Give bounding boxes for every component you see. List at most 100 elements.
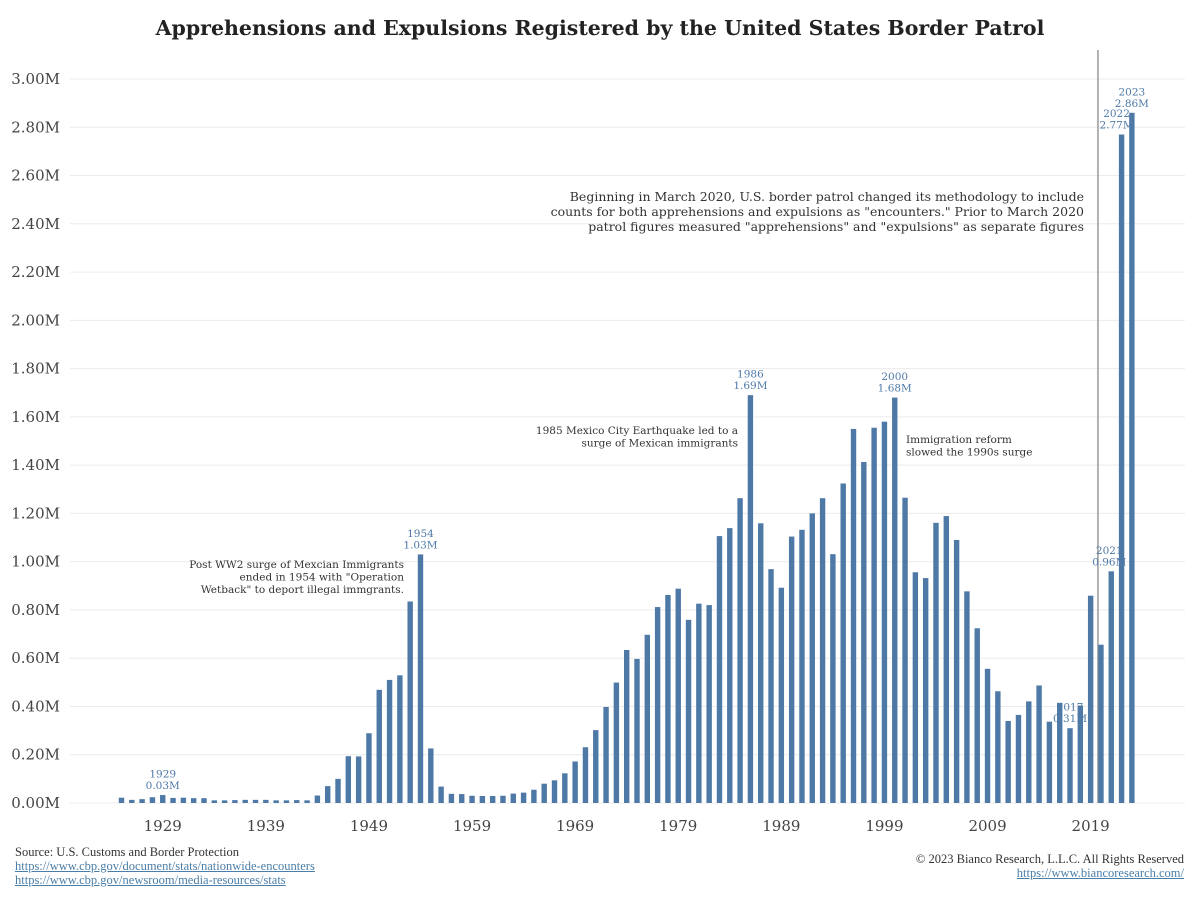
bar-label-1954: 1954 <box>407 528 434 540</box>
bar-1984 <box>727 528 733 803</box>
bar-1988 <box>768 569 774 803</box>
bar-label-2022: 2022 <box>1103 108 1130 120</box>
y-tick-label: 2.80M <box>11 118 60 136</box>
bar-label-2000: 1.68M <box>878 383 912 395</box>
bar-label-2023: 2.86M <box>1115 98 1149 110</box>
annotation-1985: surge of Mexican immigrants <box>582 438 738 450</box>
x-tick-label: 2009 <box>968 817 1006 835</box>
bar-1960 <box>479 796 486 803</box>
annotation-2020: patrol figures measured "apprehensions" … <box>588 219 1084 234</box>
bar-1978 <box>665 594 671 803</box>
bar-1945 <box>325 786 331 803</box>
bar-1991 <box>799 529 805 803</box>
annotation-1990s: Immigration reform <box>906 434 1012 446</box>
bar-1986 <box>747 395 754 803</box>
y-tick-label: 3.00M <box>11 70 60 88</box>
bar-2016 <box>1057 702 1063 803</box>
bar-1938 <box>252 799 259 803</box>
bar-1977 <box>654 607 661 803</box>
bar-1994 <box>830 554 836 803</box>
bianco-link[interactable]: https://www.biancoresearch.com/ <box>1016 866 1184 880</box>
bar-2020 <box>1098 644 1104 803</box>
bar-1967 <box>551 780 558 803</box>
bar-1926 <box>129 799 135 803</box>
annotation-2020: counts for both apprehensions and expuls… <box>551 204 1084 219</box>
bar-1942 <box>294 800 300 803</box>
bar-1966 <box>541 783 547 803</box>
bar-1973 <box>613 682 620 803</box>
source-link-encounters[interactable]: https://www.cbp.gov/document/stats/natio… <box>15 859 315 873</box>
bar-1939 <box>263 799 269 803</box>
bar-1987 <box>758 523 764 803</box>
y-tick-label: 2.40M <box>11 215 60 233</box>
y-tick-label: 2.20M <box>11 263 60 281</box>
annotation-1985: 1985 Mexico City Earthquake led to a <box>536 425 738 437</box>
annotation-1990s: slowed the 1990s surge <box>906 447 1032 459</box>
bar-1990 <box>788 536 795 803</box>
y-tick-label: 1.00M <box>11 553 60 571</box>
footer-source: Source: U.S. Customs and Border Protecti… <box>15 845 315 887</box>
bar-label-2017: 0.31M <box>1053 713 1087 725</box>
bar-1940 <box>273 800 279 803</box>
bar-1946 <box>335 778 341 803</box>
bar-1980 <box>685 619 692 803</box>
bar-1976 <box>644 634 651 803</box>
bar-2022 <box>1118 134 1125 804</box>
bar-1971 <box>593 730 599 803</box>
bar-label-1929: 1929 <box>149 769 176 781</box>
bar-1964 <box>520 792 527 803</box>
bar-1998 <box>871 427 877 803</box>
bar-label-1954: 1.03M <box>403 539 437 551</box>
bar-1949 <box>366 733 372 803</box>
bar-1933 <box>201 798 207 803</box>
y-tick-label: 0.80M <box>11 601 60 619</box>
y-tick-label: 0.60M <box>11 649 60 667</box>
bar-2005 <box>943 516 949 803</box>
y-tick-label: 0.20M <box>11 746 60 764</box>
bar-2014 <box>1036 685 1042 803</box>
bar-1951 <box>386 679 393 803</box>
x-tick-label: 1929 <box>144 817 182 835</box>
bar-1952 <box>397 675 403 803</box>
annotation-ww2: Post WW2 surge of Mexcian Immigrants <box>189 559 404 571</box>
bar-1989 <box>778 587 785 803</box>
bar-label-2021: 0.96M <box>1092 556 1126 568</box>
bar-1943 <box>304 800 310 803</box>
bar-2002 <box>912 572 919 803</box>
bar-1944 <box>314 795 321 803</box>
bar-1934 <box>211 800 217 803</box>
bar-1983 <box>716 536 723 803</box>
x-tick-label: 1949 <box>350 817 388 835</box>
source-text: Source: U.S. Customs and Border Protecti… <box>15 845 239 859</box>
bar-label-2023: 2023 <box>1119 86 1146 98</box>
bar-1937 <box>242 799 248 803</box>
bar-1956 <box>438 786 444 803</box>
bar-1968 <box>562 773 568 803</box>
bar-1930 <box>170 797 176 803</box>
bar-2021 <box>1108 571 1114 803</box>
footer-copyright: © 2023 Bianco Research, L.L.C. All Right… <box>916 852 1184 880</box>
bar-1981 <box>696 603 702 803</box>
bar-1972 <box>603 706 609 803</box>
bar-2013 <box>1026 701 1032 803</box>
x-tick-label: 1969 <box>556 817 594 835</box>
bar-2011 <box>1005 720 1011 803</box>
bar-1941 <box>283 800 290 803</box>
x-tick-label: 1999 <box>865 817 903 835</box>
bar-label-1986: 1986 <box>737 369 764 381</box>
bar-label-2021: 2021 <box>1096 545 1123 557</box>
annotation-ww2: Wetback" to deport illegal immgrants. <box>201 584 404 596</box>
bar-1947 <box>345 756 352 803</box>
bar-1961 <box>489 796 496 803</box>
y-tick-label: 0.40M <box>11 697 60 715</box>
x-tick-label: 1959 <box>453 817 491 835</box>
bar-1925 <box>118 797 125 803</box>
bar-1936 <box>232 800 238 803</box>
bar-1997 <box>861 461 867 803</box>
bar-1959 <box>469 795 475 803</box>
bar-2000 <box>892 397 898 803</box>
bar-2004 <box>933 522 939 803</box>
bar-label-2000: 2000 <box>881 371 908 383</box>
y-tick-label: 1.40M <box>11 456 60 474</box>
source-link-media[interactable]: https://www.cbp.gov/newsroom/media-resou… <box>15 873 286 887</box>
